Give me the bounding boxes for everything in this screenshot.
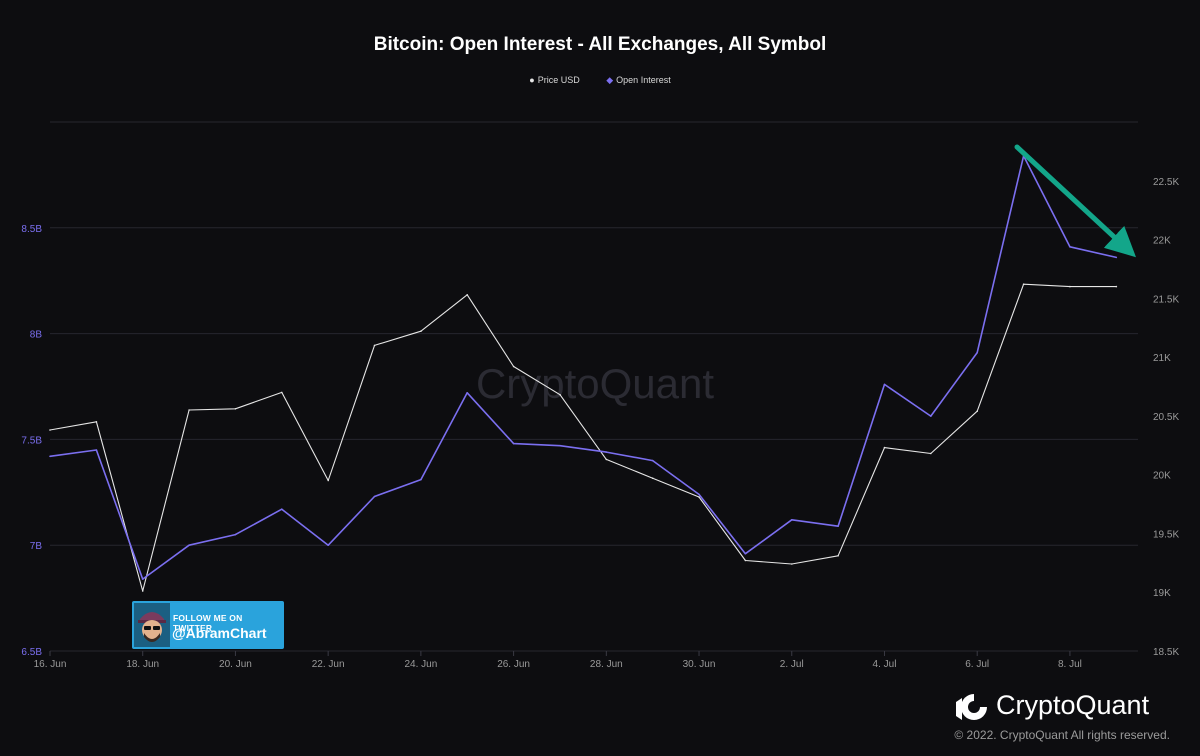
x-tick-label: 18. Jun bbox=[126, 659, 159, 670]
data-point-price-usd bbox=[698, 496, 700, 498]
x-tick-label: 28. Jun bbox=[590, 659, 623, 670]
data-point-price-usd bbox=[1115, 285, 1118, 288]
data-point-price-usd bbox=[327, 479, 330, 482]
data-point-price-usd bbox=[420, 330, 422, 333]
data-point-open-interest bbox=[1115, 256, 1118, 259]
data-point-price-usd bbox=[234, 408, 237, 410]
data-point-open-interest bbox=[651, 459, 654, 462]
chart-title: Bitcoin: Open Interest - All Exchanges, … bbox=[373, 34, 827, 55]
data-point-open-interest bbox=[141, 578, 144, 580]
y-right-tick-label: 22K bbox=[1153, 236, 1171, 247]
data-point-open-interest bbox=[512, 442, 515, 445]
y-right-tick-label: 19.5K bbox=[1153, 529, 1179, 540]
y-right-tick-label: 19K bbox=[1153, 588, 1171, 599]
legend: ● Price USD ◆ Open Interest bbox=[0, 75, 1200, 86]
y-left-tick-label: 6.5B bbox=[21, 647, 42, 658]
data-point-price-usd bbox=[883, 446, 886, 449]
data-point-open-interest bbox=[698, 493, 700, 496]
y-left-tick-label: 8.5B bbox=[21, 224, 42, 235]
data-point-price-usd bbox=[466, 294, 469, 296]
legend-item-price[interactable]: ● Price USD bbox=[529, 75, 579, 85]
data-point-price-usd bbox=[281, 391, 283, 394]
data-point-open-interest bbox=[1069, 246, 1071, 248]
y-right-tick-label: 21.5K bbox=[1153, 294, 1179, 305]
data-point-open-interest bbox=[791, 519, 793, 521]
data-point-open-interest bbox=[744, 552, 747, 555]
y-right-tick-label: 18.5K bbox=[1153, 647, 1179, 658]
x-tick-label: 24. Jun bbox=[404, 659, 437, 670]
data-point-price-usd bbox=[1022, 283, 1025, 286]
twitter-badge[interactable]: FOLLOW ME ON TWITTER @AbramChart bbox=[132, 601, 284, 649]
avatar bbox=[134, 603, 170, 647]
brand-name: CryptoQuant bbox=[996, 690, 1150, 720]
data-point-open-interest bbox=[327, 544, 330, 546]
data-point-price-usd bbox=[791, 563, 793, 565]
y-right-tick-label: 22.5K bbox=[1153, 177, 1179, 188]
twitter-follow-text: FOLLOW ME ON TWITTER bbox=[173, 613, 243, 633]
data-point-price-usd bbox=[930, 452, 932, 455]
x-tick-label: 26. Jun bbox=[497, 659, 530, 670]
y-right-tick-label: 20K bbox=[1153, 471, 1171, 482]
data-point-price-usd bbox=[49, 429, 51, 431]
data-point-price-usd bbox=[1069, 285, 1071, 288]
data-point-price-usd bbox=[744, 559, 747, 562]
data-point-price-usd bbox=[559, 393, 561, 396]
data-point-open-interest bbox=[976, 351, 978, 354]
data-point-open-interest bbox=[559, 444, 561, 447]
data-point-open-interest bbox=[95, 449, 98, 451]
cryptoquant-logo-icon bbox=[956, 694, 988, 720]
data-point-open-interest bbox=[930, 415, 932, 417]
data-point-price-usd bbox=[95, 421, 98, 423]
data-point-price-usd bbox=[605, 458, 608, 461]
data-point-open-interest bbox=[49, 455, 51, 458]
x-tick-label: 16. Jun bbox=[34, 659, 67, 670]
x-tick-label: 2. Jul bbox=[780, 659, 804, 670]
data-point-price-usd bbox=[976, 410, 978, 413]
data-point-open-interest bbox=[188, 544, 190, 546]
x-tick-label: 22. Jun bbox=[312, 659, 345, 670]
data-point-price-usd bbox=[188, 409, 190, 411]
legend-label-open-interest: Open Interest bbox=[616, 75, 671, 85]
y-left-tick-label: 7.5B bbox=[21, 435, 42, 446]
data-point-price-usd bbox=[141, 590, 144, 592]
x-tick-label: 4. Jul bbox=[873, 659, 897, 670]
circle-icon: ● bbox=[529, 75, 535, 85]
data-point-open-interest bbox=[281, 508, 283, 511]
data-point-open-interest bbox=[466, 392, 469, 394]
data-point-price-usd bbox=[512, 365, 515, 368]
data-point-price-usd bbox=[651, 477, 654, 480]
data-point-open-interest bbox=[883, 383, 886, 386]
watermark: CryptoQuant bbox=[476, 360, 714, 407]
y-right-tick-label: 21K bbox=[1153, 353, 1171, 364]
data-point-price-usd bbox=[837, 555, 839, 557]
x-tick-label: 6. Jul bbox=[965, 659, 989, 670]
data-point-open-interest bbox=[420, 478, 422, 481]
x-tick-label: 20. Jun bbox=[219, 659, 252, 670]
y-right-tick-label: 20.5K bbox=[1153, 412, 1179, 423]
y-left-tick-label: 7B bbox=[30, 541, 43, 552]
x-tick-label: 8. Jul bbox=[1058, 659, 1082, 670]
data-point-open-interest bbox=[373, 495, 376, 498]
copyright: © 2022. CryptoQuant All rights reserved. bbox=[954, 728, 1170, 742]
y-left-tick-label: 8B bbox=[30, 330, 43, 341]
legend-label-price: Price USD bbox=[537, 75, 580, 85]
data-point-open-interest bbox=[605, 451, 608, 453]
series-line-price-usd bbox=[49, 283, 1117, 592]
trend-arrow bbox=[1014, 144, 1137, 258]
twitter-handle[interactable]: @AbramChart bbox=[172, 625, 267, 641]
legend-item-open-interest[interactable]: ◆ Open Interest bbox=[606, 75, 670, 86]
diamond-icon: ◆ bbox=[606, 75, 614, 85]
brand-logo: CryptoQuant bbox=[952, 688, 1172, 724]
data-point-open-interest bbox=[234, 533, 237, 536]
series-line-open-interest bbox=[49, 155, 1117, 580]
data-point-open-interest bbox=[837, 525, 839, 527]
x-tick-label: 30. Jun bbox=[683, 659, 716, 670]
data-point-price-usd bbox=[373, 344, 376, 347]
